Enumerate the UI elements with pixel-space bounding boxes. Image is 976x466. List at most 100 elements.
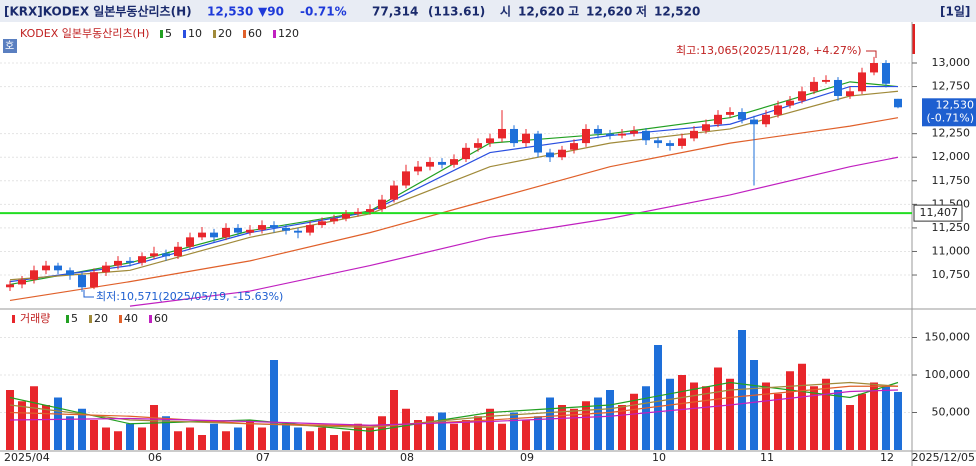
- volume-bar: [414, 420, 422, 450]
- candle-body: [558, 149, 566, 158]
- candle-body: [282, 227, 290, 231]
- candle-body: [438, 161, 446, 165]
- volume-bar: [42, 405, 50, 450]
- volume-bar: [54, 397, 62, 450]
- candle-body: [642, 130, 650, 141]
- open: 12,620: [518, 5, 564, 19]
- candle-body: [138, 256, 146, 263]
- period[interactable]: [1일]: [940, 5, 970, 19]
- x-tick-label: 09: [520, 451, 534, 464]
- candle-body: [90, 272, 98, 288]
- low-annotation: 최저:10,571(2025/05/19, -15.63%): [96, 290, 283, 303]
- volume-bar: [486, 408, 494, 450]
- y-tick-label: 50,000: [932, 406, 971, 419]
- volume-bar: [102, 427, 110, 450]
- x-tick-label: 06: [148, 451, 162, 464]
- candle-body: [666, 143, 674, 146]
- button-label[interactable]: 호: [5, 40, 14, 52]
- button[interactable]: [3, 39, 17, 53]
- volume-bar: [606, 390, 614, 450]
- candle-body: [582, 128, 590, 144]
- candle-body: [402, 171, 410, 186]
- volume-bar: [150, 405, 158, 450]
- volume-bar: [822, 378, 830, 450]
- open-label: 시: [500, 5, 511, 19]
- candle-body: [570, 143, 578, 150]
- x-tick-label: 10: [652, 451, 666, 464]
- x-tick-label: 12: [880, 451, 894, 464]
- candle-body: [414, 166, 422, 172]
- volume-bar: [234, 427, 242, 450]
- candle-body: [630, 130, 638, 134]
- volume-bar: [18, 401, 26, 450]
- volume-bar: [342, 431, 350, 450]
- volume-bar: [114, 431, 122, 450]
- candle-body: [822, 79, 830, 82]
- legend-name: 거래량: [20, 312, 50, 325]
- legend-swatch: [149, 315, 152, 323]
- candle-body: [834, 79, 842, 96]
- candle-body: [294, 230, 302, 233]
- candle-body: [702, 124, 710, 131]
- low-arrow: [83, 290, 94, 298]
- candle-body: [846, 91, 854, 96]
- volume-bar: [846, 405, 854, 450]
- candle-body: [810, 81, 818, 92]
- volume-bar: [510, 412, 518, 450]
- candle-body: [798, 91, 806, 101]
- volume-bar: [450, 423, 458, 450]
- last-price-box: [922, 98, 976, 127]
- volume-bar: [690, 382, 698, 450]
- volume-bar: [90, 420, 98, 450]
- high-arrow: [866, 50, 877, 58]
- y-tick-label: 100,000: [925, 368, 971, 381]
- candle-body: [606, 133, 614, 136]
- volume-bar: [282, 423, 290, 450]
- x-tick-label: 11: [760, 451, 774, 464]
- volume-bar: [294, 427, 302, 450]
- volume-bar: [474, 416, 482, 450]
- candle-body: [246, 229, 254, 233]
- high: 12,620: [586, 5, 632, 19]
- volume-bar: [762, 382, 770, 450]
- change-pct: -0.71%: [300, 5, 347, 19]
- x-tick-label: 2025/12/05: [912, 451, 975, 464]
- candle-body: [198, 232, 206, 238]
- candle-body: [186, 237, 194, 247]
- price: 12,530: [207, 5, 253, 19]
- candle-body: [342, 213, 350, 219]
- legend-label: 60: [154, 312, 168, 325]
- candle-body: [678, 138, 686, 146]
- candle-body: [858, 72, 866, 92]
- legend-label: 40: [124, 312, 138, 325]
- volume-bar: [522, 420, 530, 450]
- volume-bar: [186, 427, 194, 450]
- candle-body: [258, 225, 266, 230]
- candle-body: [462, 147, 470, 160]
- volume-bar: [78, 408, 86, 450]
- volume-bar: [654, 345, 662, 450]
- legend-swatch: [12, 315, 15, 323]
- volume-bar: [222, 431, 230, 450]
- y-tick-label: 11,750: [932, 174, 971, 187]
- volume-bar: [462, 420, 470, 450]
- volume-bar: [402, 408, 410, 450]
- reference-label: 11,407: [920, 206, 959, 219]
- candle-body: [534, 133, 542, 153]
- volume-bar: [594, 397, 602, 450]
- volume-bar: [366, 427, 374, 450]
- candle-body: [618, 133, 626, 136]
- candle-body: [354, 211, 362, 214]
- candle-body: [54, 265, 62, 271]
- legend-swatch: [273, 30, 276, 38]
- volume-ma-line: [9, 385, 898, 427]
- candle-body: [510, 128, 518, 144]
- legend-label: 5: [165, 27, 172, 40]
- candle-body: [210, 232, 218, 238]
- candle-body: [270, 225, 278, 228]
- volume-bar: [678, 375, 686, 450]
- candle-body: [162, 253, 170, 257]
- volume-ma-line: [9, 389, 899, 426]
- volume-bar: [330, 435, 338, 450]
- volume-bar: [390, 390, 398, 450]
